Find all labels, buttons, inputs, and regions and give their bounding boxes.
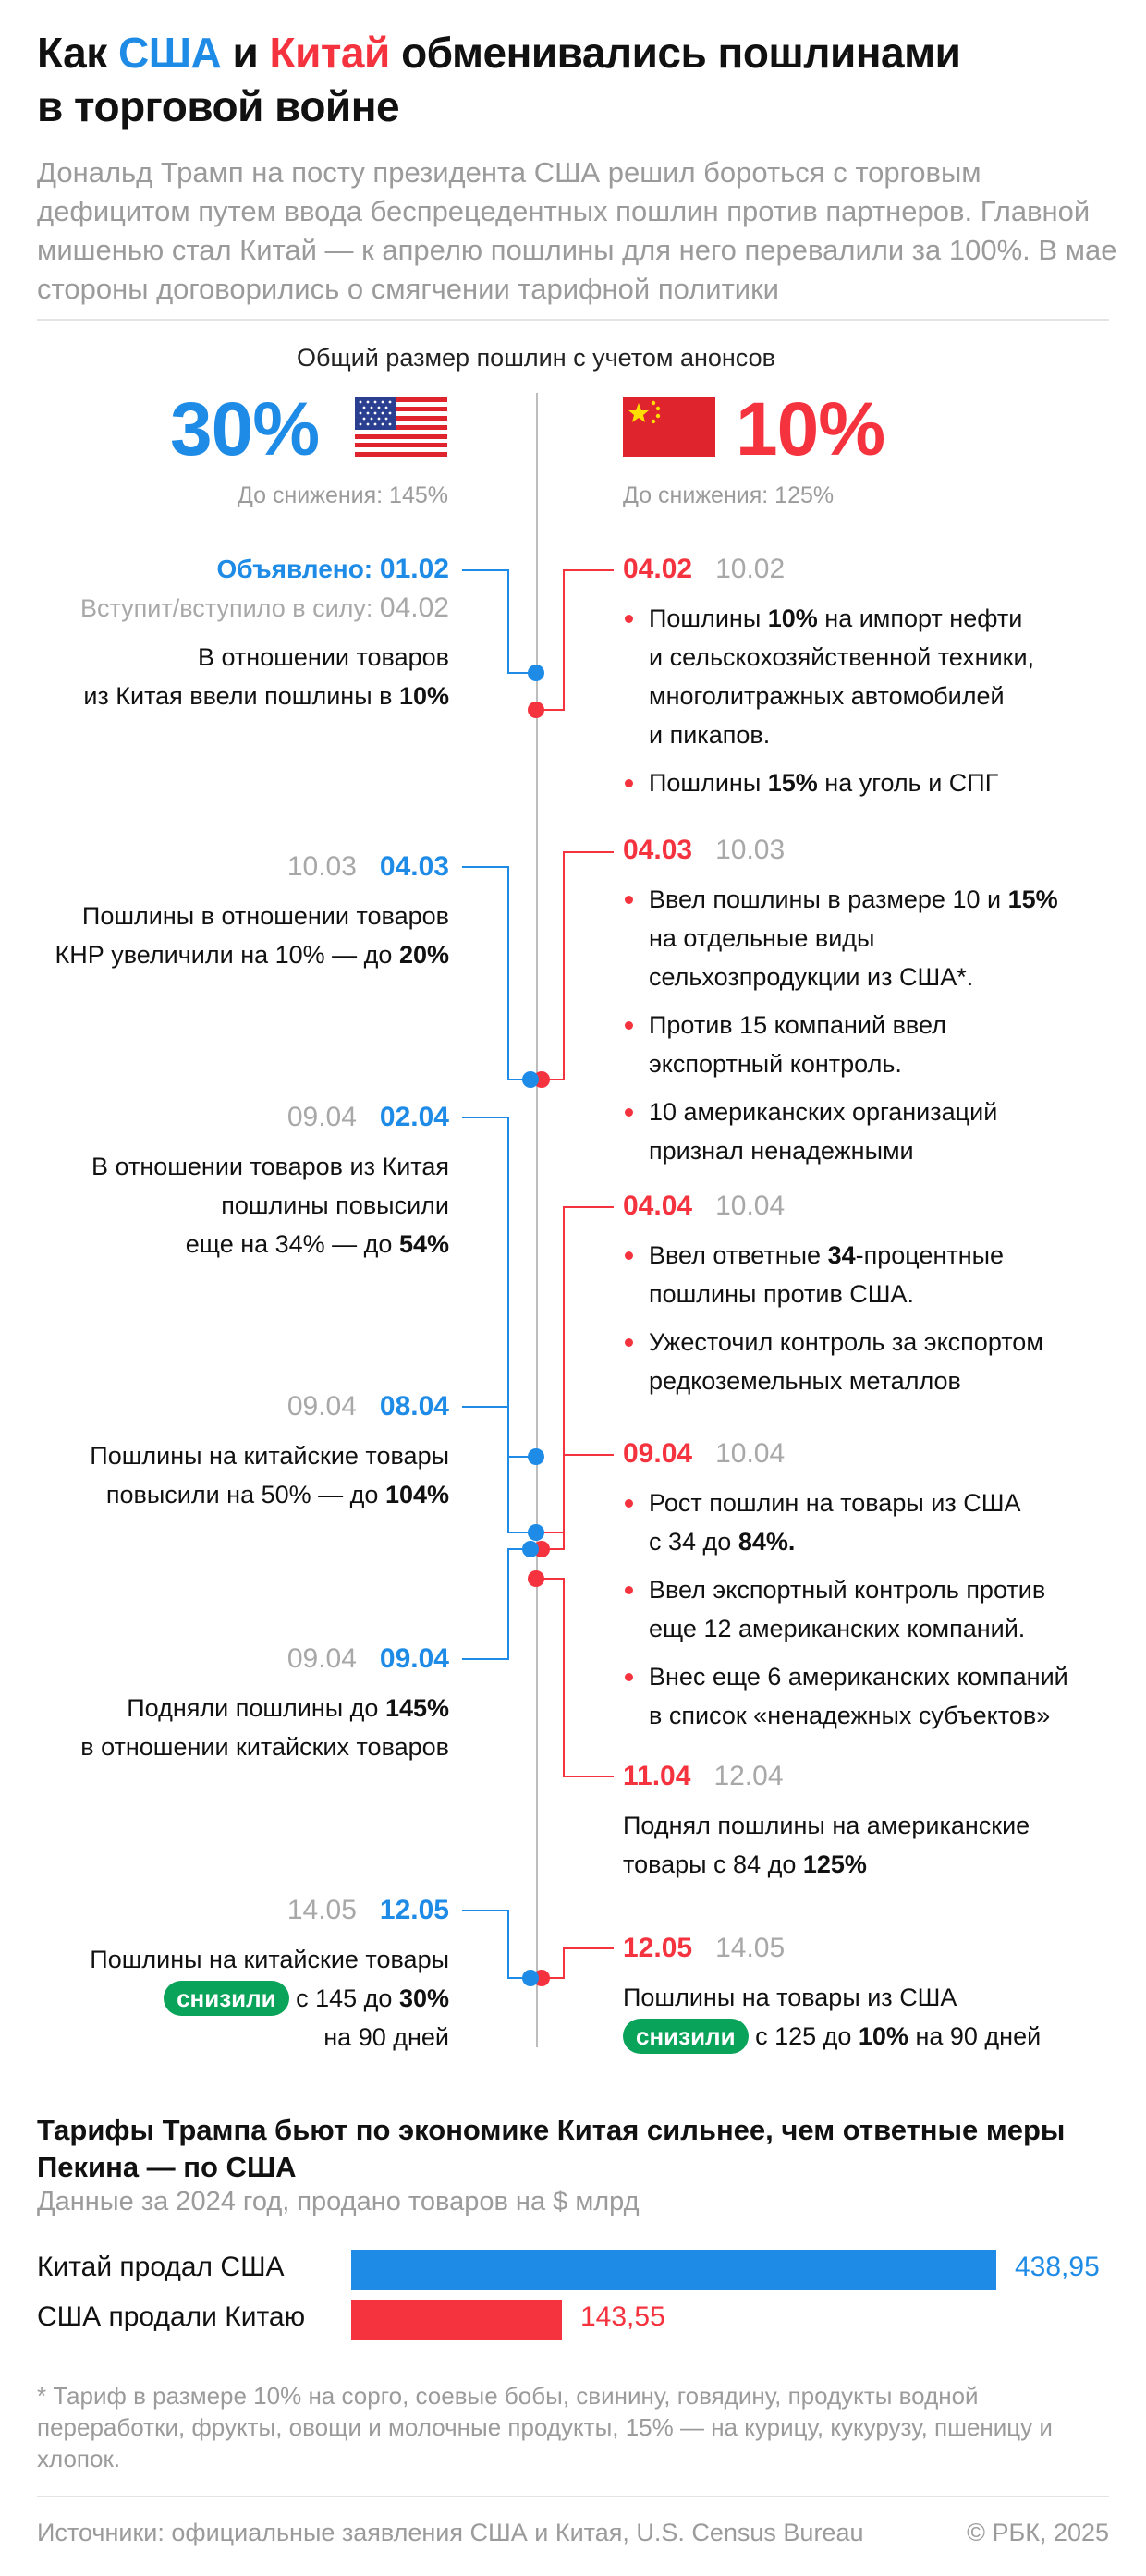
divider [37, 2496, 1109, 2497]
trade-subtitle: Данные за 2024 год, продано товаров на $… [37, 2187, 640, 2216]
us-event-6: 14.05 12.05 Пошлины на китайские товары … [90, 1895, 449, 2051]
us-flag-icon [355, 397, 447, 457]
timeline-axis [536, 393, 538, 2047]
reduced-badge: снизили [623, 2019, 749, 2054]
us-event-1: Объявлено: 01.02 Вступит/вступило в силу… [80, 554, 449, 710]
cn-event-2: 04.03 10.03 Ввел пошлины в размере 10 и … [623, 832, 1058, 1170]
list-item: Внес еще 6 американских компаний в список… [623, 1657, 1068, 1735]
list-item: Ужесточил контроль за экспортом редкоземе… [623, 1323, 1043, 1400]
bar-label-us: США продали Китаю [37, 2301, 306, 2332]
list-item: Пошлины 10% на импорт нефти и сельскохозя… [623, 599, 1034, 754]
cn-event-6: 12.05 14.05 Пошлины на товары из США сни… [623, 1930, 1041, 2056]
bar-value-us: 143,55 [580, 2301, 665, 2332]
us-event-3: 09.04 02.04 В отношении товаров из Китая… [91, 1102, 449, 1258]
list-item: Ввел экспортный контроль против еще 12 ам… [623, 1570, 1068, 1648]
reduced-badge: снизили [164, 1981, 289, 2016]
us-event-4: 09.04 08.04 Пошлины на китайские товары … [90, 1391, 449, 1508]
bar-us-sold [351, 2300, 562, 2340]
china-flag-icon [623, 397, 715, 457]
us-before-text: До снижения: 145% [237, 482, 448, 508]
list-item: 10 американских организаций признал ненад… [623, 1093, 1058, 1170]
us-event-5: 09.04 09.04 Подняли пошлины до 145% в от… [80, 1643, 449, 1761]
sources: Источники: официальные заявления США и К… [37, 2519, 864, 2546]
summary-heading: Общий размер пошлин с учетом анонсов [297, 344, 775, 372]
intro-text: Дональд Трамп на посту президента США ре… [37, 156, 1117, 305]
bar-value-china: 438,95 [1015, 2252, 1100, 2282]
list-item: Пошлины 15% на уголь и СПГ [623, 763, 1034, 802]
us-total-pct: 30% [170, 387, 320, 471]
cn-event-5: 11.04 12.04 Поднял пошлины на американск… [623, 1761, 1030, 1878]
list-item: Против 15 компаний ввел экспортный контро… [623, 1006, 1058, 1083]
footnote: * Тариф в размере 10% на сорго, соевые б… [37, 2382, 1053, 2472]
copyright: © РБК, 2025 [967, 2519, 1109, 2546]
cn-event-1: 04.02 10.02 Пошлины 10% на импорт нефти и… [623, 551, 1034, 802]
bar-china-sold [351, 2250, 996, 2290]
list-item: Ввел ответные 34-процентные пошлины проти… [623, 1236, 1043, 1313]
trade-title: Тарифы Трампа бьют по экономике Китая си… [37, 2114, 1066, 2183]
us-event-2: 10.03 04.03 Пошлины в отношении товаров … [55, 851, 449, 969]
divider [37, 319, 1109, 321]
cn-event-4: 09.04 10.04 Рост пошлин на товары из США… [623, 1435, 1068, 1735]
cn-event-3: 04.04 10.04 Ввел ответные 34-процентные п… [623, 1188, 1043, 1400]
cn-before-text: До снижения: 125% [623, 482, 835, 508]
bar-label-china: Китай продал США [37, 2252, 285, 2282]
page-title: Как США и Китай обменивались пошлинами в… [37, 29, 961, 130]
list-item: Рост пошлин на товары из США с 34 до 84%. [623, 1483, 1068, 1561]
list-item: Ввел пошлины в размере 10 и 15% на отдель… [623, 880, 1058, 996]
cn-total-pct: 10% [736, 387, 885, 471]
